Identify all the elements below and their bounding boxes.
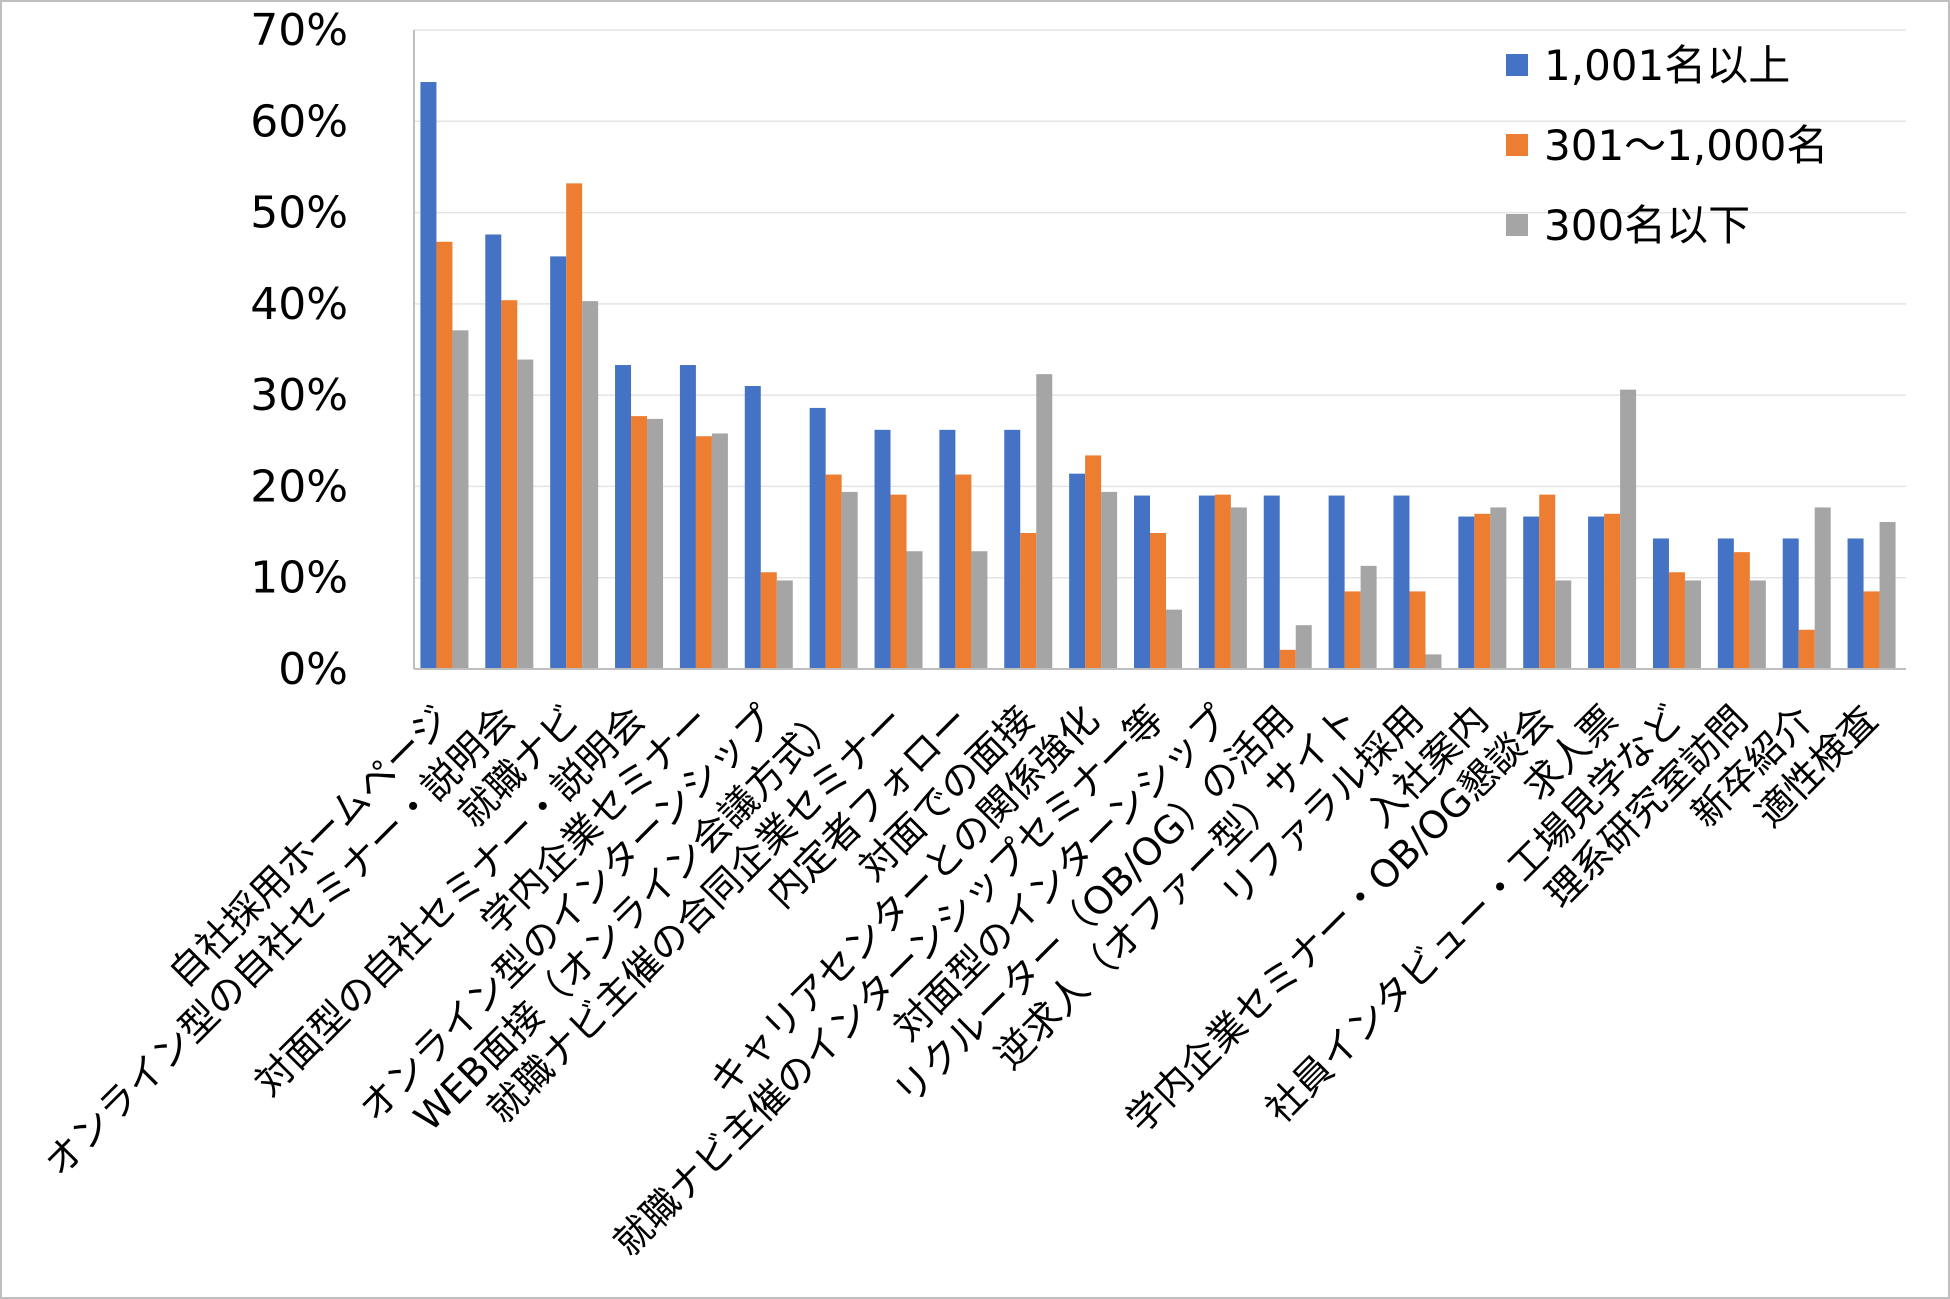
bar [1409, 591, 1426, 669]
bar [1652, 538, 1669, 669]
legend: 1,001名以上 301～1,000名 300名以下 [1506, 41, 1828, 250]
y-tick-label: 0% [278, 644, 348, 695]
bar [760, 572, 777, 669]
bar [776, 580, 793, 669]
bar [485, 234, 502, 670]
bar [501, 300, 518, 669]
bar [1798, 629, 1815, 669]
bar [1863, 591, 1880, 669]
legend-swatch [1506, 134, 1528, 156]
y-tick-label: 70% [250, 5, 348, 56]
bar [631, 416, 648, 669]
bar [679, 365, 696, 669]
bar [436, 241, 453, 670]
legend-label: 1,001名以上 [1544, 41, 1790, 90]
bar [550, 256, 567, 669]
bar [1523, 516, 1540, 669]
bar [1668, 572, 1685, 669]
bar [1684, 580, 1701, 669]
bar [1555, 580, 1572, 669]
bar [452, 330, 469, 669]
bar [1150, 532, 1166, 669]
bar [1230, 507, 1247, 669]
y-tick-label: 30% [250, 370, 348, 421]
bar [1588, 516, 1605, 669]
bar [1344, 591, 1361, 669]
bar [1085, 455, 1102, 669]
bar [1004, 429, 1021, 669]
bar [1490, 507, 1507, 669]
bar [1879, 522, 1896, 669]
bar [1198, 495, 1215, 669]
bar [1425, 654, 1442, 669]
bar [1604, 513, 1621, 669]
bar [1328, 495, 1345, 669]
bar [582, 301, 599, 669]
axes [413, 30, 1906, 670]
y-tick-label: 20% [250, 461, 348, 512]
bar [1393, 495, 1410, 669]
bar [1036, 374, 1053, 669]
legend-swatch [1506, 214, 1528, 236]
bar [420, 82, 437, 670]
bar [874, 429, 891, 669]
bar [1295, 625, 1312, 669]
bar [1847, 538, 1864, 669]
bar [744, 386, 761, 669]
bar [1279, 649, 1296, 669]
bar [1749, 580, 1766, 669]
bar [711, 433, 728, 669]
bar [1069, 473, 1086, 669]
y-tick-label: 50% [250, 188, 348, 239]
bar [939, 429, 956, 669]
y-axis-ticks: 0% 10% 20% 30% 40% 50% 60% 70% [250, 5, 348, 695]
bar [1814, 507, 1831, 669]
legend-label: 301～1,000名 [1544, 121, 1828, 170]
bar [1166, 609, 1182, 669]
y-tick-label: 60% [250, 96, 348, 147]
bar [1101, 491, 1118, 669]
bar [1474, 513, 1491, 669]
bar [1717, 538, 1734, 669]
bar [809, 407, 826, 669]
bar [1263, 495, 1280, 669]
bar [906, 551, 923, 669]
bar [647, 418, 664, 669]
bar [695, 436, 712, 669]
bar [1458, 516, 1475, 669]
legend-swatch [1506, 54, 1528, 76]
y-tick-label: 10% [250, 553, 348, 604]
legend-label: 300名以下 [1544, 201, 1750, 250]
bar [1020, 532, 1037, 669]
bar [1782, 538, 1799, 669]
bar [1539, 494, 1556, 669]
bar [890, 494, 907, 669]
bar [841, 491, 858, 669]
bar [1214, 494, 1231, 669]
bar [971, 551, 988, 669]
y-tick-label: 40% [250, 279, 348, 330]
bar [1620, 389, 1637, 669]
bar [1733, 552, 1750, 669]
bar [1360, 565, 1377, 669]
bars [420, 82, 1896, 670]
bar [517, 359, 534, 669]
bar [955, 474, 972, 669]
x-axis-ticks: 自社採用ホームページオンライン型の自社セミナー・説明会就職ナビ対面型の自社セミナ… [36, 697, 1886, 1264]
bar [566, 183, 583, 670]
bar [615, 365, 632, 669]
bar [825, 474, 842, 669]
bar [1134, 495, 1150, 669]
